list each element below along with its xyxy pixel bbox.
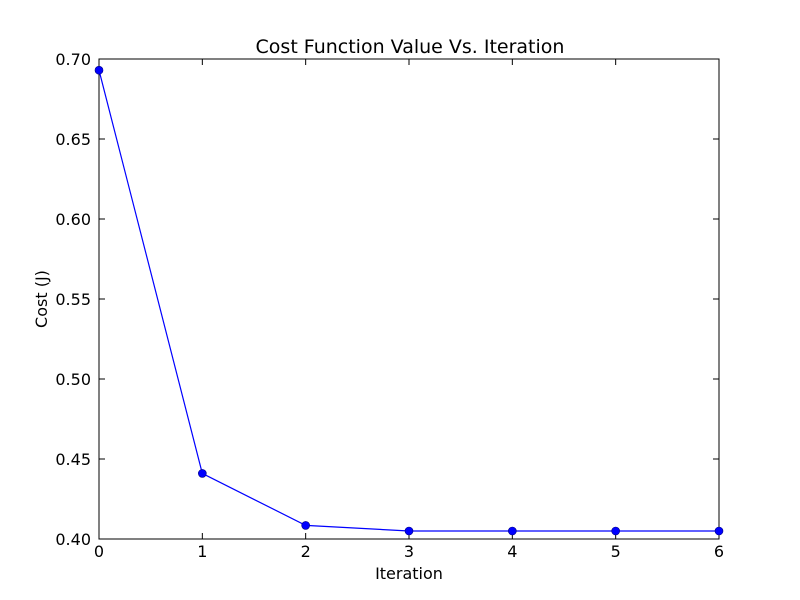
x-axis-ticks: 0 1 2 3 4 5 6	[94, 59, 724, 561]
y-tick-label: 0.45	[55, 450, 91, 469]
chart-title: Cost Function Value Vs. Iteration	[256, 36, 565, 58]
data-point	[611, 526, 620, 536]
series-layer	[94, 65, 724, 536]
y-tick-label: 0.70	[55, 50, 91, 69]
x-tick-label: 0	[94, 542, 104, 561]
y-tick-label: 0.40	[55, 530, 91, 549]
data-point	[508, 526, 517, 536]
data-point	[404, 526, 414, 536]
data-point	[198, 469, 207, 478]
x-tick-label: 5	[611, 542, 621, 561]
x-tick-label: 6	[714, 542, 724, 561]
y-tick-label: 0.50	[55, 370, 91, 389]
y-tick-label: 0.55	[55, 290, 91, 309]
x-tick-label: 3	[404, 542, 414, 561]
data-point	[94, 65, 104, 75]
y-axis-ticks: 0.40 0.45 0.50 0.55 0.60 0.65 0.70	[55, 50, 719, 549]
data-point	[301, 521, 310, 530]
x-tick-label: 1	[197, 542, 207, 561]
data-point	[714, 526, 724, 536]
y-tick-label: 0.65	[55, 130, 91, 149]
x-tick-label: 2	[301, 542, 311, 561]
x-tick-label: 4	[507, 542, 517, 561]
y-axis-label: Cost (J)	[32, 270, 51, 328]
x-axis-label: Iteration	[375, 564, 443, 583]
plot-frame	[98, 58, 720, 540]
y-tick-label: 0.60	[55, 210, 91, 229]
